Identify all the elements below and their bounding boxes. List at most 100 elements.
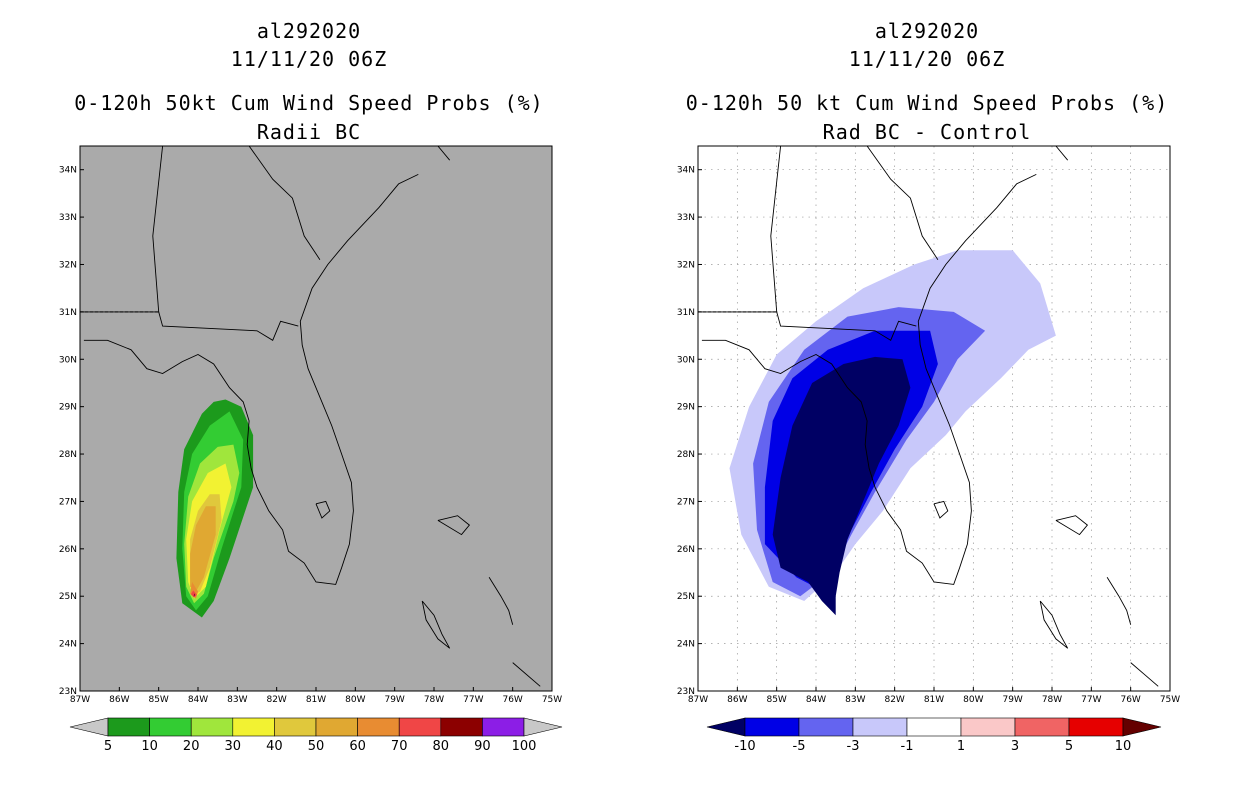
coastline — [315, 500, 331, 519]
x-tick-label: 87W — [70, 695, 90, 705]
legend-swatch — [1014, 717, 1070, 737]
legend-swatch — [190, 717, 234, 737]
y-tick-label: 34N — [59, 166, 77, 176]
x-tick-label: 83W — [227, 695, 247, 705]
y-tick-label: 30N — [59, 355, 77, 365]
x-tick-label: 82W — [884, 695, 904, 705]
legend-under-arrow — [706, 717, 746, 737]
left-panel: al292020 11/11/20 06Z 0-120h 50kt Cum Wi… — [59, 19, 563, 754]
coastline — [1055, 515, 1089, 536]
contour--10 — [772, 356, 911, 616]
x-tick-label: 85W — [148, 695, 168, 705]
x-tick-label: 87W — [688, 695, 708, 705]
subtitle: Radii BC — [256, 120, 362, 144]
y-tick-label: 25N — [677, 592, 695, 602]
y-tick-label: 30N — [677, 355, 695, 365]
coastline — [933, 500, 949, 519]
legend-swatch — [274, 717, 317, 737]
y-tick-label: 25N — [59, 592, 77, 602]
legend-swatch — [232, 717, 275, 737]
plot-background — [80, 146, 552, 691]
storm-id-title: al292020 — [256, 19, 362, 43]
x-tick-label: 86W — [727, 695, 747, 705]
coastline — [1039, 600, 1069, 649]
coastline — [1106, 577, 1132, 625]
x-tick-label: 83W — [845, 695, 865, 705]
legend-label: 1 — [957, 739, 965, 754]
legend-label: 90 — [474, 739, 491, 754]
x-tick-label: 78W — [1042, 695, 1062, 705]
legend-swatch — [744, 717, 800, 737]
legend-label: -10 — [734, 739, 755, 754]
legend-label: -3 — [847, 739, 860, 754]
legend-label: 60 — [349, 739, 366, 754]
legend-label: 50 — [308, 739, 325, 754]
y-tick-label: 32N — [677, 260, 695, 270]
x-tick-label: 75W — [1160, 695, 1180, 705]
storm-id-title: al292020 — [874, 19, 980, 43]
coastline — [488, 577, 514, 625]
x-tick-label: 75W — [542, 695, 562, 705]
y-tick-label: 28N — [59, 450, 77, 460]
legend-swatch — [440, 717, 483, 737]
x-tick-label: 77W — [1081, 695, 1101, 705]
y-tick-label: 24N — [59, 640, 77, 650]
legend-label: 10 — [1115, 739, 1132, 754]
y-tick-label: 26N — [677, 545, 695, 555]
legend-label: 20 — [183, 739, 200, 754]
y-tick-label: 29N — [677, 403, 695, 413]
legend-label: 30 — [225, 739, 242, 754]
legend-label: -5 — [793, 739, 806, 754]
probability-map: 87W 86W 85W 84W 83W 82W 81W 80W 79W 78W 77W 76W 75W 2… — [59, 145, 563, 754]
legend-over-arrow — [523, 717, 563, 737]
product-title: 0-120h 50kt Cum Wind Speed Probs (%) — [74, 91, 544, 115]
legend-swatch — [960, 717, 1016, 737]
state-boundary — [776, 311, 917, 341]
legend-swatch — [798, 717, 854, 737]
legend-swatch — [482, 717, 525, 737]
plot-area — [698, 146, 1170, 691]
x-tick-label: 77W — [463, 695, 483, 705]
legend-label: 40 — [266, 739, 283, 754]
legend-label: 3 — [1011, 739, 1019, 754]
valid-time-title: 11/11/20 06Z — [848, 47, 1006, 71]
y-tick-label: 27N — [677, 497, 695, 507]
legend-label: 5 — [1065, 739, 1073, 754]
x-tick-label: 76W — [502, 695, 522, 705]
product-title: 0-120h 50 kt Cum Wind Speed Probs (%) — [685, 91, 1169, 115]
legend-label: 10 — [141, 739, 158, 754]
coastline — [437, 146, 451, 161]
y-tick-label: 26N — [59, 545, 77, 555]
contour-90-100 — [194, 594, 195, 596]
legend-label: 100 — [512, 739, 537, 754]
y-tick-label: 23N — [59, 687, 77, 697]
x-tick-label: 80W — [963, 695, 983, 705]
legend-label: 5 — [104, 739, 112, 754]
state-boundary — [158, 311, 299, 341]
x-tick-label: 78W — [424, 695, 444, 705]
y-tick-label: 34N — [677, 166, 695, 176]
legend-over-arrow — [1122, 717, 1162, 737]
coastline — [1130, 662, 1159, 687]
x-tick-label: 79W — [1002, 695, 1022, 705]
y-tick-label: 28N — [677, 450, 695, 460]
x-tick-label: 81W — [924, 695, 944, 705]
coastline — [1055, 146, 1069, 161]
legend-swatch — [398, 717, 442, 737]
difference-map: 87W 86W 85W 84W 83W 82W 81W 80W 79W 78W 77W 76W 75W 2… — [677, 145, 1180, 754]
coastline — [512, 662, 541, 687]
y-tick-label: 24N — [677, 640, 695, 650]
y-tick-label: 32N — [59, 260, 77, 270]
x-tick-label: 85W — [766, 695, 786, 705]
legend-swatch — [906, 717, 962, 737]
subtitle: Rad BC - Control — [822, 120, 1032, 144]
x-tick-label: 82W — [266, 695, 286, 705]
contour-50-60 — [190, 506, 216, 592]
coastline — [437, 515, 471, 536]
y-tick-label: 31N — [59, 308, 77, 318]
contour-70-80 — [190, 590, 197, 598]
legend-swatch — [315, 717, 358, 737]
coastline — [701, 173, 1037, 585]
legend-label: 70 — [391, 739, 408, 754]
x-tick-label: 79W — [384, 695, 404, 705]
